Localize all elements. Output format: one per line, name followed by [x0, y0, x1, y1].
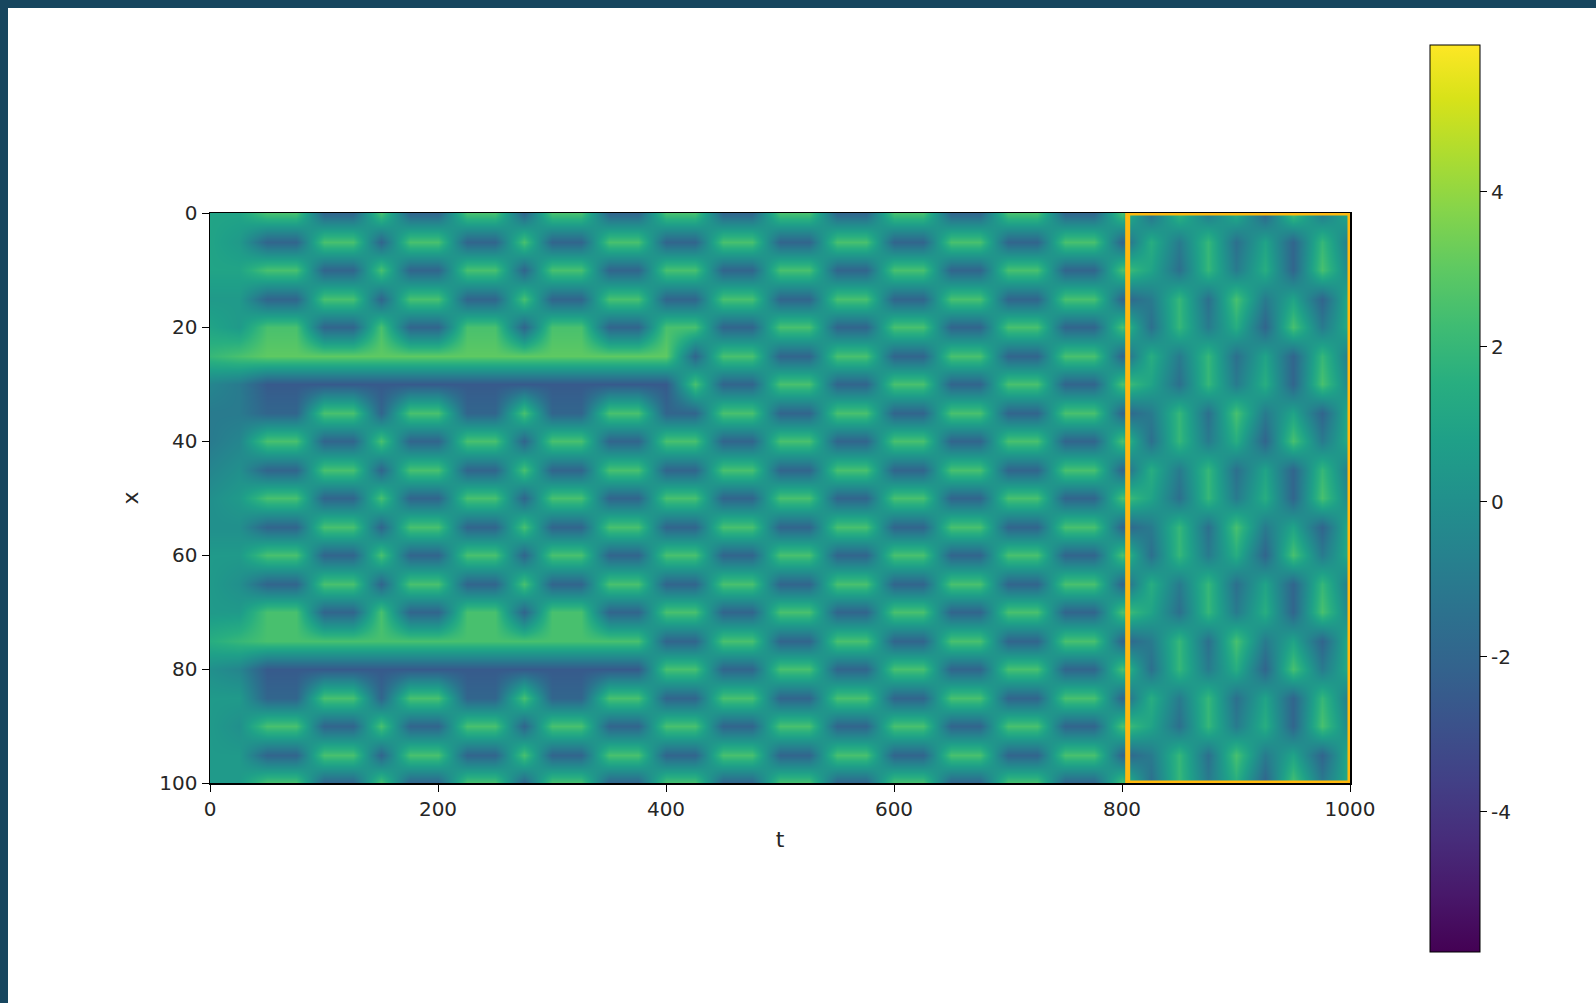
svg-text:4: 4	[1491, 180, 1504, 204]
svg-text:40: 40	[172, 429, 197, 453]
svg-text:-4: -4	[1491, 800, 1511, 824]
svg-text:x: x	[118, 491, 143, 504]
svg-text:2: 2	[1491, 335, 1504, 359]
svg-text:600: 600	[875, 797, 913, 821]
svg-text:-2: -2	[1491, 645, 1511, 669]
svg-text:400: 400	[647, 797, 685, 821]
svg-text:1000: 1000	[1325, 797, 1376, 821]
svg-text:100: 100	[159, 771, 197, 795]
svg-text:0: 0	[185, 201, 198, 225]
svg-text:t: t	[776, 827, 785, 852]
svg-text:800: 800	[1103, 797, 1141, 821]
svg-text:60: 60	[172, 543, 197, 567]
svg-text:0: 0	[1491, 490, 1504, 514]
svg-text:20: 20	[172, 315, 197, 339]
svg-text:0: 0	[204, 797, 217, 821]
svg-text:200: 200	[419, 797, 457, 821]
svg-text:80: 80	[172, 657, 197, 681]
